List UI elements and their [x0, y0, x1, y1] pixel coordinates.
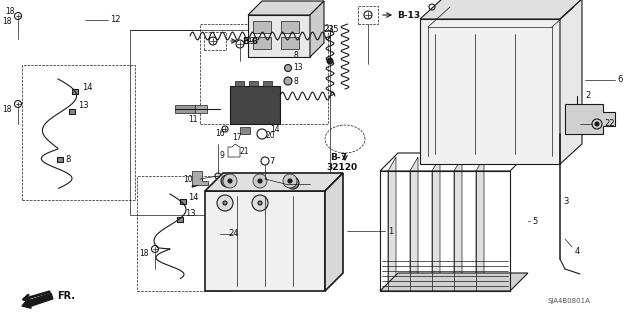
Bar: [72, 88, 78, 93]
Text: 6: 6: [617, 75, 622, 84]
Polygon shape: [380, 273, 528, 291]
Bar: [380, 171, 510, 291]
Circle shape: [217, 195, 233, 211]
Text: 17: 17: [232, 132, 242, 142]
Bar: [130, 30, 330, 215]
Circle shape: [291, 181, 295, 185]
Bar: [263, 81, 272, 86]
Text: FR.: FR.: [57, 291, 75, 301]
Bar: [22, 65, 135, 200]
Text: B-13: B-13: [397, 11, 420, 19]
Bar: [281, 21, 299, 33]
Text: 23: 23: [323, 25, 333, 33]
Circle shape: [595, 122, 599, 126]
Text: 19: 19: [244, 36, 255, 46]
Text: 18: 18: [139, 249, 148, 258]
Text: 18: 18: [5, 8, 15, 17]
Bar: [177, 217, 183, 221]
Text: 8: 8: [293, 51, 298, 61]
Polygon shape: [192, 171, 208, 185]
Text: 12: 12: [110, 16, 120, 25]
Polygon shape: [388, 157, 396, 291]
Text: 13: 13: [78, 101, 88, 110]
Bar: [420, 19, 560, 164]
Bar: [358, 6, 378, 24]
Text: 20: 20: [266, 131, 276, 140]
Polygon shape: [325, 173, 343, 291]
Bar: [230, 86, 280, 124]
Text: 32120: 32120: [326, 162, 357, 172]
Text: 3: 3: [563, 197, 568, 205]
Bar: [204, 32, 226, 50]
Circle shape: [284, 77, 292, 85]
Circle shape: [258, 201, 262, 205]
Text: 18: 18: [2, 17, 12, 26]
FancyArrow shape: [22, 293, 53, 308]
Bar: [200, 24, 328, 124]
Circle shape: [288, 179, 292, 183]
Text: 14: 14: [270, 124, 280, 133]
Circle shape: [223, 174, 237, 188]
Text: 4: 4: [575, 247, 580, 256]
Text: 9: 9: [220, 152, 225, 160]
Text: 8: 8: [65, 154, 70, 164]
Bar: [69, 108, 75, 114]
Text: 11: 11: [188, 115, 198, 123]
Bar: [195, 105, 207, 113]
Bar: [57, 157, 63, 161]
Bar: [137, 176, 232, 291]
Polygon shape: [310, 1, 324, 57]
Bar: [248, 15, 310, 57]
Circle shape: [221, 175, 233, 187]
Text: 24: 24: [228, 229, 239, 239]
Polygon shape: [420, 0, 582, 19]
Circle shape: [283, 174, 297, 188]
Bar: [175, 105, 195, 113]
Polygon shape: [560, 0, 582, 164]
Text: 5: 5: [532, 217, 537, 226]
Circle shape: [228, 179, 232, 183]
Text: SJA4B0801A: SJA4B0801A: [547, 298, 590, 304]
Text: 7: 7: [269, 157, 275, 166]
Circle shape: [253, 174, 267, 188]
Polygon shape: [248, 1, 324, 15]
Text: 13: 13: [293, 63, 303, 72]
Text: 14: 14: [82, 83, 93, 92]
Text: 14: 14: [188, 192, 198, 202]
Circle shape: [252, 195, 268, 211]
Polygon shape: [476, 157, 484, 291]
Text: 1: 1: [388, 226, 393, 235]
Bar: [205, 191, 325, 291]
Bar: [253, 37, 271, 49]
Text: 2: 2: [585, 92, 590, 100]
Polygon shape: [205, 173, 343, 191]
Text: 16: 16: [215, 130, 225, 138]
Text: 21: 21: [240, 147, 250, 157]
Polygon shape: [410, 157, 418, 291]
Circle shape: [285, 64, 291, 71]
Polygon shape: [454, 157, 462, 291]
Text: E-6: E-6: [242, 36, 258, 46]
Bar: [281, 37, 299, 49]
Bar: [249, 81, 258, 86]
Text: 13: 13: [185, 210, 196, 219]
Text: 22: 22: [604, 120, 614, 129]
Bar: [253, 21, 271, 33]
Circle shape: [223, 201, 227, 205]
Text: 10: 10: [183, 174, 193, 183]
Circle shape: [258, 179, 262, 183]
Circle shape: [225, 179, 229, 183]
Text: B-7: B-7: [330, 152, 347, 161]
Bar: [235, 81, 244, 86]
Bar: [240, 127, 250, 134]
Text: 18: 18: [2, 105, 12, 114]
Circle shape: [327, 58, 333, 64]
Bar: [180, 198, 186, 204]
Polygon shape: [432, 157, 440, 291]
Polygon shape: [565, 104, 615, 134]
Circle shape: [287, 177, 299, 189]
Text: 8: 8: [293, 77, 298, 85]
Text: 15: 15: [328, 25, 339, 33]
